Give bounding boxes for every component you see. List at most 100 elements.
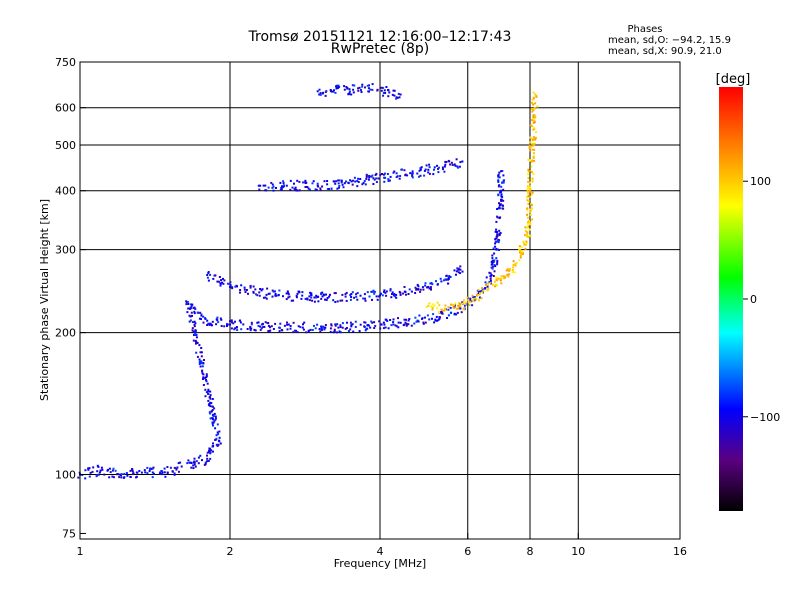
echo-point [531,180,534,183]
echo-point [112,467,115,470]
echo-point [424,321,427,324]
x-tick-label: 1 [77,545,84,558]
echo-point [532,91,535,94]
echo-point [387,327,390,330]
echo-point [285,292,288,295]
echo-point [399,93,402,96]
echo-point [395,172,398,175]
echo-point [444,278,447,281]
x-tick-label: 2 [227,545,234,558]
echo-point [109,471,112,474]
echo-point [84,477,87,480]
echo-point [257,324,260,327]
echo-point [131,470,134,473]
echo-point [492,275,495,277]
colorbar-tick-label: 0 [750,293,757,306]
echo-point [373,292,376,295]
echo-point [532,155,535,158]
echo-point [280,186,283,189]
echo-point [345,291,348,294]
echo-point [399,321,402,324]
echo-point [300,297,303,300]
echo-point [488,271,491,274]
echo-point [201,372,204,375]
echo-point [260,327,263,330]
echo-point [107,468,109,471]
echo-point [283,324,286,327]
echo-point [320,297,323,300]
echo-point [498,217,501,220]
echo-point [532,128,535,131]
echo-point [457,307,460,310]
echo-point [497,239,500,242]
echo-point [202,362,205,365]
echo-point [360,89,362,91]
echo-point [370,175,373,178]
echo-point [391,93,394,96]
echo-point [191,314,193,317]
echo-point [528,144,531,147]
echo-point [250,323,253,326]
echo-point [282,180,285,183]
echo-point [535,131,538,134]
echo-point [143,469,146,472]
echo-point [387,178,390,181]
echo-point [471,298,474,301]
echo-point [338,330,341,333]
echo-point [357,89,360,92]
echo-point [387,95,390,98]
echo-point [298,189,301,192]
echo-point [368,175,371,177]
echo-point [486,289,489,292]
echo-point [338,185,341,187]
echo-point [375,181,378,183]
echo-point [384,172,386,175]
echo-point [531,110,534,113]
echo-point [217,439,220,442]
echo-point [319,92,322,95]
echo-point [322,91,325,94]
echo-point [467,301,470,304]
echo-point [235,284,238,287]
echo-point [209,401,212,404]
echo-point [289,327,292,330]
echo-point [201,459,203,462]
echo-point [531,101,533,104]
echo-point [435,315,438,318]
echo-point [436,307,438,310]
echo-point [146,472,149,475]
echo-point [297,290,300,293]
echo-point [526,209,529,211]
echo-point [382,94,385,97]
echo-point [198,358,201,361]
echo-point [339,324,342,327]
echo-point [216,423,219,426]
echo-point [447,282,450,285]
echo-point [514,263,516,266]
echo-point [461,301,464,304]
echo-point [209,405,212,408]
echo-point [206,454,208,457]
echo-point [252,285,255,288]
echo-point [366,324,369,327]
echo-point [526,185,529,188]
echo-point [202,376,205,379]
echo-point [502,199,505,202]
echo-point [527,202,530,205]
echo-point [122,476,125,479]
echo-point [498,184,501,187]
echo-point [348,92,351,94]
echo-point [432,173,435,176]
echo-point [341,293,344,296]
echo-point [408,318,411,320]
echo-point [534,93,537,96]
echo-point [500,170,503,173]
echo-point [499,203,502,206]
echo-point [206,324,209,326]
echo-point [523,242,526,245]
echo-point [180,465,183,468]
echo-point [236,329,239,331]
x-tick-label: 4 [377,545,384,558]
echo-point [394,295,397,298]
echo-point [431,283,434,286]
